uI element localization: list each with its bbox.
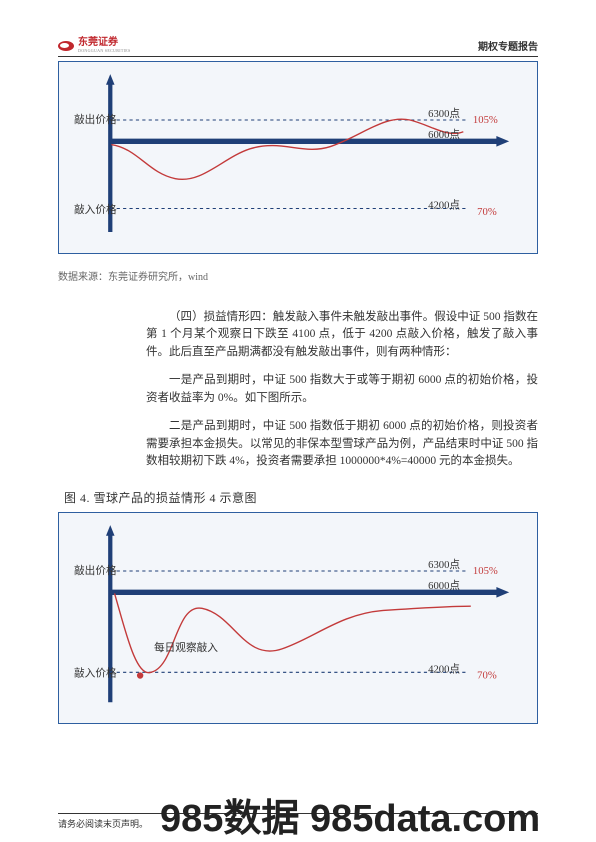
paragraph-2: 一是产品到期时，中证 500 指数大于或等于期初 6000 点的初始价格，投资者…	[146, 372, 538, 408]
chart-2: 敲出价格 敲入价格 每日观察敲入 6300点 105% 6000点 4200点 …	[58, 512, 538, 724]
chart2-lower-pct: 70%	[477, 671, 497, 682]
header-right: 期权专题报告	[478, 38, 538, 53]
chart2-mid-point: 6000点	[428, 580, 460, 592]
chart-1-curve	[111, 119, 463, 179]
body-text: （四）损益情形四：触发敲入事件未触发敲出事件。假设中证 500 指数在第 1 个…	[146, 309, 538, 472]
chart2-lower-point: 4200点	[428, 663, 460, 675]
footer-disclaimer: 请务必阅读末页声明。	[58, 817, 148, 830]
observation-dot-icon	[137, 672, 143, 678]
chart2-y-lower: 敲入价格	[74, 667, 117, 680]
chart1-upper-pct: 105%	[473, 115, 498, 126]
chart1-y-lower: 敲入价格	[74, 203, 117, 216]
chart-2-svg: 敲出价格 敲入价格 每日观察敲入 6300点 105% 6000点 4200点 …	[74, 523, 522, 713]
logo-main: 东莞证券	[78, 38, 130, 48]
watermark: 985数据 985data.com	[160, 787, 540, 842]
chart1-upper-point: 6300点	[428, 108, 460, 120]
chart-1: 敲出价格 敲入价格 6300点 105% 6000点 4200点 70%	[58, 61, 538, 254]
paragraph-1: （四）损益情形四：触发敲入事件未触发敲出事件。假设中证 500 指数在第 1 个…	[146, 309, 538, 362]
chart1-mid-point: 6000点	[428, 129, 460, 141]
chart1-lower-pct: 70%	[477, 207, 497, 218]
chart-1-svg: 敲出价格 敲入价格 6300点 105% 6000点 4200点 70%	[74, 72, 522, 243]
chart2-upper-point: 6300点	[428, 559, 460, 571]
logo-icon	[58, 41, 74, 51]
chart-2-curve	[115, 594, 471, 673]
data-source: 数据来源：东莞证券研究所，wind	[58, 268, 538, 283]
chart2-upper-pct: 105%	[473, 566, 498, 577]
chart1-lower-point: 4200点	[428, 200, 460, 212]
page: 东莞证券 DONGGUAN SECURITIES 期权专题报告 敲出价格 敲入价…	[0, 0, 596, 842]
figure-4-caption: 图 4. 雪球产品的损益情形 4 示意图	[64, 489, 538, 506]
chart1-y-upper: 敲出价格	[74, 113, 117, 126]
paragraph-3: 二是产品到期时，中证 500 指数低于期初 6000 点的初始价格，则投资者需要…	[146, 418, 538, 471]
chart2-obs-label: 每日观察敲入	[154, 641, 218, 654]
chart2-y-upper: 敲出价格	[74, 564, 117, 577]
logo: 东莞证券 DONGGUAN SECURITIES	[58, 38, 130, 53]
page-header: 东莞证券 DONGGUAN SECURITIES 期权专题报告	[58, 38, 538, 57]
logo-sub: DONGGUAN SECURITIES	[78, 48, 130, 53]
